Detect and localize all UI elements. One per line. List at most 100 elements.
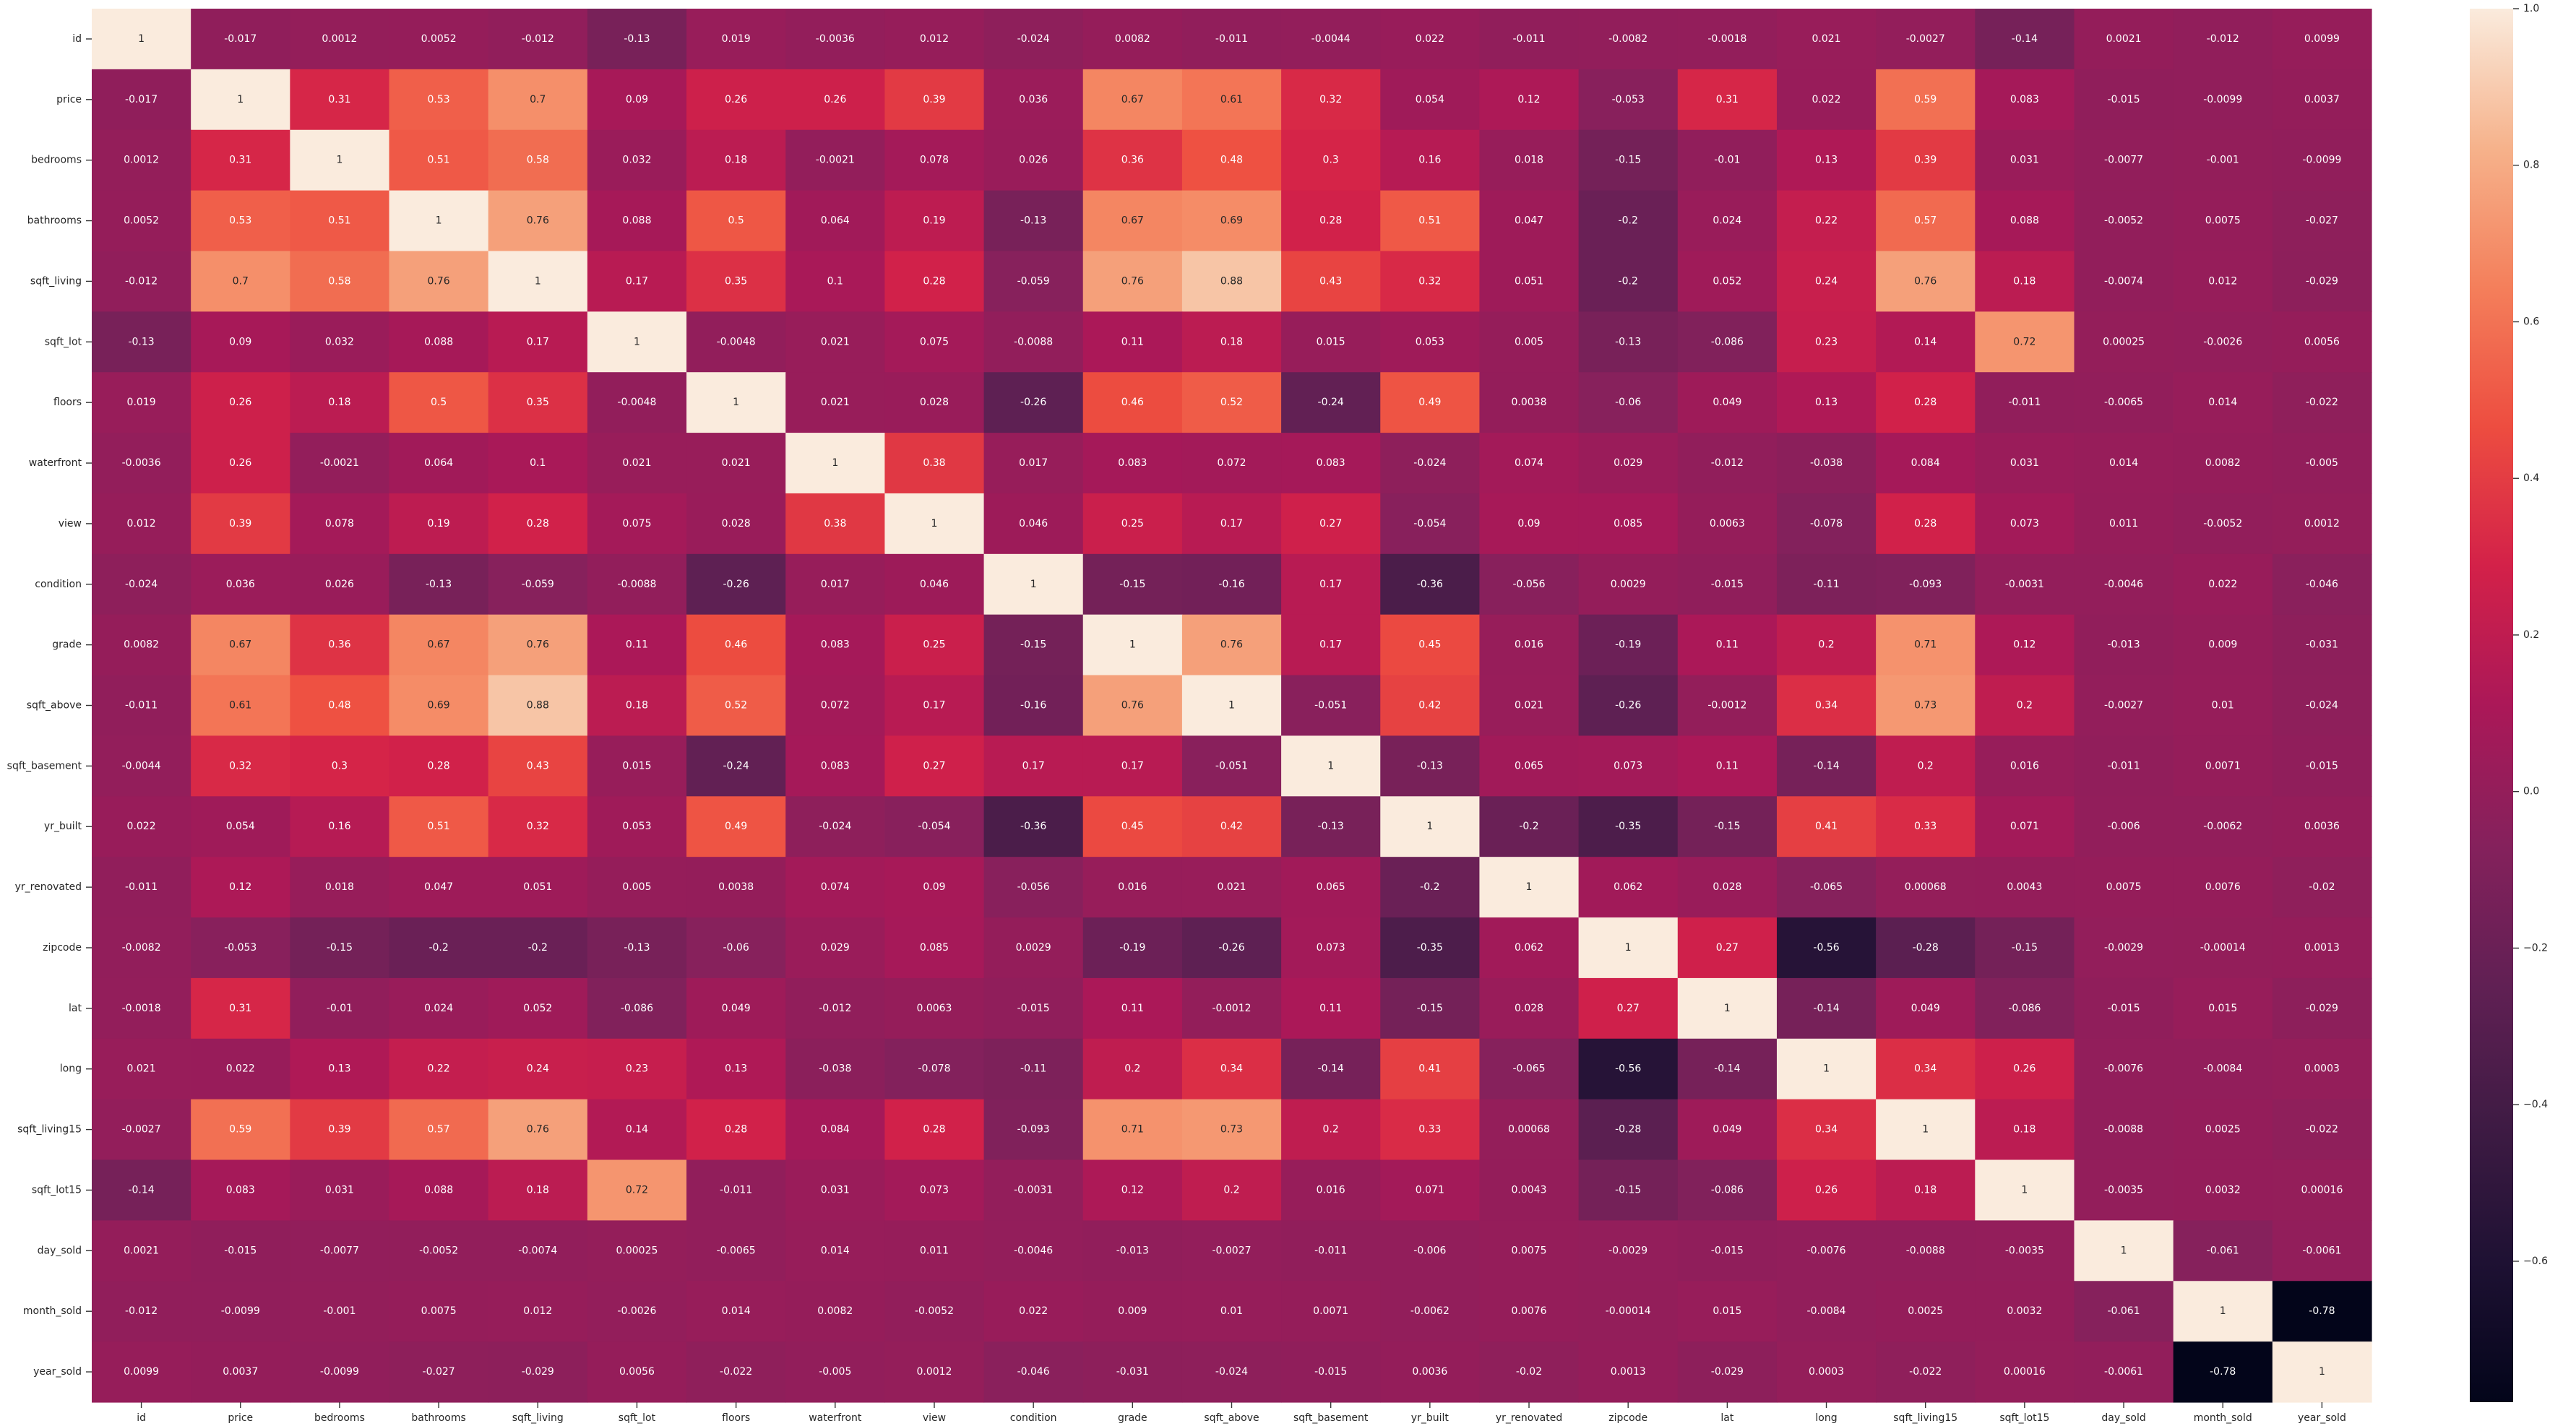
heatmap-cell-lat-long (1776, 977, 1877, 1040)
heatmap-cell-view-month_sold (2173, 493, 2273, 555)
heatmap-cell-yr_renovated-id (92, 857, 191, 918)
heatmap-cell-sqft_above-waterfront (785, 675, 885, 737)
cell-value-label-bathrooms-bathrooms: 1 (436, 215, 442, 227)
heatmap-cell-sqft_basement-zipcode (1578, 735, 1679, 797)
heatmap-cell-condition-bathrooms (389, 553, 489, 615)
heatmap-cell-lat-lat (1677, 977, 1778, 1040)
cell-value-label-sqft_lot-lat: -0.086 (1711, 336, 1744, 347)
y-tick-label-grade: grade (52, 639, 82, 651)
cell-value-label-id-sqft_living15: -0.0027 (1906, 33, 1945, 45)
cell-value-label-long-waterfront: -0.038 (819, 1063, 851, 1075)
heatmap-cell-month_sold-sqft_basement (1281, 1281, 1381, 1342)
heatmap-cell-zipcode-sqft_above (1181, 917, 1282, 979)
cell-value-label-lat-sqft_above: -0.0012 (1212, 1003, 1251, 1014)
cell-value-label-day_sold-price: -0.015 (224, 1245, 257, 1256)
cell-value-label-grade-sqft_above: 0.76 (1220, 639, 1243, 651)
heatmap-cell-long-yr_renovated (1479, 1038, 1580, 1100)
cell-value-label-yr_renovated-yr_built: -0.2 (1420, 881, 1439, 893)
cell-value-label-view-year_sold: 0.0012 (2304, 518, 2340, 530)
heatmap-cell-price-day_sold (2074, 69, 2174, 131)
cell-value-label-price-yr_renovated: 0.12 (1517, 94, 1540, 105)
heatmap-cell-view-bathrooms (389, 493, 489, 555)
heatmap-cell-yr_renovated-sqft_lot (587, 857, 687, 918)
colorbar-tick-label-4: 0.2 (2523, 629, 2539, 641)
y-tick-label-view: view (59, 518, 82, 530)
cell-value-label-sqft_basement-yr_renovated: 0.065 (1515, 760, 1543, 772)
cell-value-label-sqft_basement-sqft_above: -0.051 (1215, 760, 1248, 772)
cell-value-label-sqft_above-bathrooms: 0.69 (428, 700, 450, 712)
cell-value-label-sqft_lot-sqft_lot15: 0.72 (2013, 336, 2036, 347)
cell-value-label-day_sold-yr_built: -0.006 (1413, 1245, 1446, 1256)
heatmap-cell-bathrooms-price (191, 190, 290, 252)
cell-value-label-yr_built-month_sold: -0.0062 (2203, 821, 2242, 832)
heatmap-cell-year_sold-bedrooms (290, 1341, 390, 1403)
cell-value-label-yr_built-sqft_living: 0.32 (527, 821, 549, 832)
heatmap-cell-sqft_lot15-month_sold (2173, 1159, 2273, 1221)
heatmap-cell-sqft_lot15-view (884, 1159, 985, 1221)
heatmap-cell-sqft_living-grade (1082, 251, 1183, 312)
heatmap-cell-price-sqft_lot15 (1975, 69, 2075, 131)
cell-value-label-condition-view: 0.046 (920, 579, 949, 590)
cell-value-label-waterfront-condition: 0.017 (1019, 457, 1048, 469)
cell-value-label-sqft_living-id: -0.012 (125, 275, 158, 287)
heatmap-cell-floors-lat (1677, 372, 1778, 433)
heatmap-cell-lat-sqft_basement (1281, 977, 1381, 1040)
cell-value-label-month_sold-lat: 0.015 (1713, 1305, 1741, 1317)
heatmap-cell-condition-view (884, 553, 985, 615)
cell-value-label-floors-yr_built: 0.49 (1418, 397, 1441, 408)
cell-value-label-sqft_basement-month_sold: 0.0071 (2205, 760, 2241, 772)
heatmap-cell-yr_built-id (92, 796, 191, 857)
cell-value-label-sqft_above-sqft_living15: 0.73 (1914, 700, 1937, 712)
cell-value-label-sqft_above-lat: -0.0012 (1707, 700, 1746, 712)
cell-value-label-yr_built-waterfront: -0.024 (819, 821, 851, 832)
heatmap-cell-sqft_lot-sqft_above (1181, 311, 1282, 373)
heatmap-cell-floors-sqft_living (488, 372, 588, 433)
cell-value-label-sqft_basement-sqft_lot15: 0.016 (2010, 760, 2039, 772)
heatmap-cell-bathrooms-sqft_living (488, 190, 588, 252)
cell-value-label-sqft_lot-day_sold: 0.00025 (2103, 336, 2145, 347)
cell-value-label-condition-lat: -0.015 (1711, 579, 1744, 590)
heatmap-cell-sqft_above-view (884, 675, 985, 737)
x-tick-label-day_sold: day_sold (2101, 1412, 2145, 1424)
cell-value-label-zipcode-month_sold: -0.00014 (2200, 942, 2246, 954)
cell-value-label-day_sold-lat: -0.015 (1711, 1245, 1744, 1256)
heatmap-cell-id-sqft_basement (1281, 9, 1381, 70)
heatmap-cell-bathrooms-day_sold (2074, 190, 2174, 252)
heatmap-cell-grade-day_sold (2074, 614, 2174, 676)
heatmap-cell-sqft_basement-year_sold (2272, 735, 2372, 797)
y-tick-label-lat: lat (69, 1003, 82, 1014)
cell-value-label-year_sold-bedrooms: -0.0099 (320, 1366, 359, 1378)
heatmap-cell-lat-month_sold (2173, 977, 2273, 1040)
heatmap-cell-floors-view (884, 372, 985, 433)
cell-value-label-grade-floors: 0.46 (725, 639, 747, 651)
cell-value-label-grade-id: 0.0082 (124, 639, 159, 651)
cell-value-label-year_sold-bathrooms: -0.027 (423, 1366, 455, 1378)
heatmap-cell-floors-yr_renovated (1479, 372, 1580, 433)
cell-value-label-bedrooms-sqft_living15: 0.39 (1914, 155, 1937, 166)
cell-value-label-lat-day_sold: -0.015 (2107, 1003, 2140, 1014)
heatmap-cell-zipcode-bedrooms (290, 917, 390, 979)
heatmap-cell-sqft_basement-sqft_above (1181, 735, 1282, 797)
cell-value-label-condition-id: -0.024 (125, 579, 158, 590)
cell-value-label-price-sqft_lot15: 0.083 (2010, 94, 2039, 105)
cell-value-label-lat-id: -0.0018 (122, 1003, 161, 1014)
cell-value-label-year_sold-sqft_living15: -0.022 (1909, 1366, 1942, 1378)
heatmap-cell-yr_renovated-sqft_living15 (1876, 857, 1976, 918)
heatmap-cell-floors-waterfront (785, 372, 885, 433)
heatmap-cell-sqft_basement-sqft_living15 (1876, 735, 1976, 797)
heatmap-cell-id-floors (686, 9, 786, 70)
cell-value-label-sqft_living-lat: 0.052 (1713, 275, 1741, 287)
heatmap-cell-day_sold-month_sold (2173, 1220, 2273, 1282)
cell-value-label-yr_built-bathrooms: 0.51 (428, 821, 450, 832)
heatmap-cell-bathrooms-bedrooms (290, 190, 390, 252)
heatmap-cell-sqft_lot-view (884, 311, 985, 373)
heatmap-cell-sqft_basement-lat (1677, 735, 1778, 797)
cell-value-label-sqft_living-bathrooms: 0.76 (428, 275, 450, 287)
cell-value-label-yr_built-year_sold: 0.0036 (2304, 821, 2340, 832)
cell-value-label-sqft_lot15-yr_renovated: 0.0043 (1512, 1184, 1547, 1196)
cell-value-label-zipcode-year_sold: 0.0013 (2304, 942, 2340, 954)
heatmap-cell-zipcode-waterfront (785, 917, 885, 979)
cell-value-label-view-condition: 0.046 (1019, 518, 1048, 530)
heatmap-cell-floors-zipcode (1578, 372, 1679, 433)
